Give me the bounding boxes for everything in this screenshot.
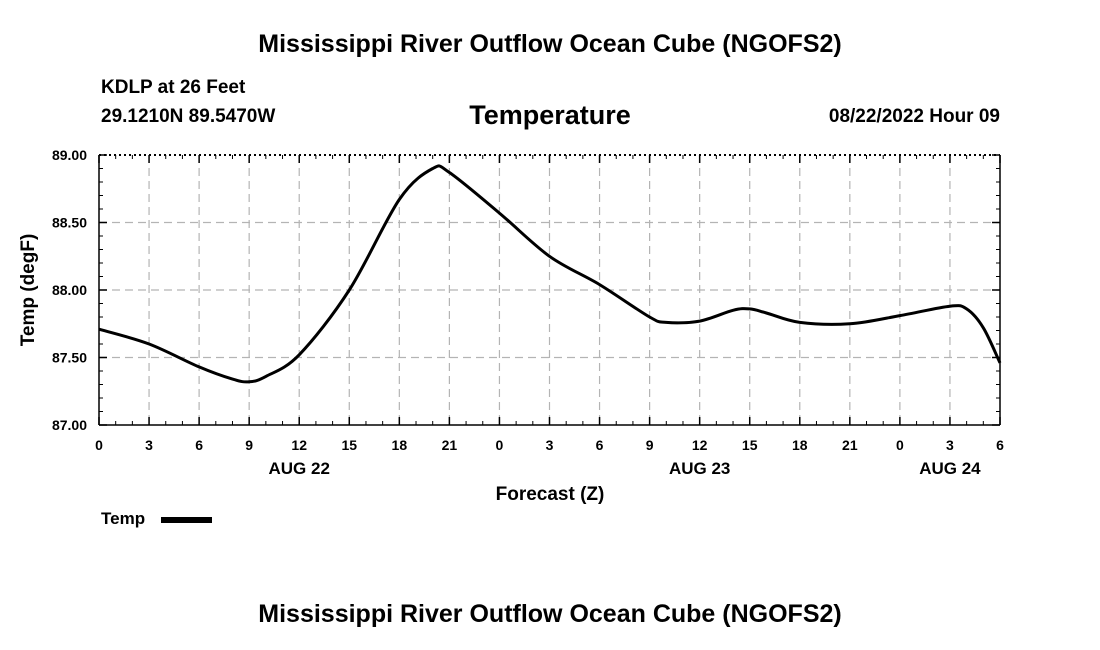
date-label: AUG 23 <box>669 459 730 478</box>
y-tick-label: 88.50 <box>52 215 87 231</box>
legend-line-swatch <box>161 517 212 523</box>
x-tick-label: 3 <box>546 437 554 453</box>
x-tick-label: 12 <box>291 437 307 453</box>
legend-label: Temp <box>101 509 146 528</box>
y-tick-label: 89.00 <box>52 147 87 163</box>
x-tick-label: 21 <box>842 437 858 453</box>
series-line-temp <box>98 164 1002 384</box>
x-tick-label: 18 <box>392 437 408 453</box>
date-label: AUG 24 <box>919 459 981 478</box>
x-tick-label: 3 <box>145 437 153 453</box>
x-tick-label: 18 <box>792 437 808 453</box>
chart-main-title: Mississippi River Outflow Ocean Cube (NG… <box>258 30 842 58</box>
x-tick-label: 15 <box>341 437 357 453</box>
forecast-timestamp: 08/22/2022 Hour 09 <box>828 106 1000 127</box>
y-tick-label: 88.00 <box>52 282 87 298</box>
x-tick-label: 0 <box>496 437 504 453</box>
x-tick-label: 0 <box>95 437 103 453</box>
x-tick-label: 3 <box>946 437 954 453</box>
station-coordinates: 29.1210N 89.5470W <box>101 106 276 127</box>
x-tick-label: 6 <box>996 437 1004 453</box>
x-tick-label: 9 <box>245 437 253 453</box>
x-tick-label: 6 <box>596 437 604 453</box>
y-axis-label: Temp (degF) <box>18 234 39 347</box>
y-tick-label: 87.50 <box>52 350 87 366</box>
x-tick-label: 0 <box>896 437 904 453</box>
x-axis-label: Forecast (Z) <box>496 484 605 505</box>
footer-title: Mississippi River Outflow Ocean Cube (NG… <box>258 600 842 628</box>
y-tick-label: 87.00 <box>52 417 87 433</box>
x-tick-label: 21 <box>442 437 458 453</box>
x-tick-label: 15 <box>742 437 758 453</box>
chart-subtitle: Temperature <box>469 100 631 130</box>
date-label: AUG 22 <box>269 459 330 478</box>
x-tick-label: 12 <box>692 437 708 453</box>
x-tick-label: 9 <box>646 437 654 453</box>
x-tick-label: 6 <box>195 437 203 453</box>
station-label: KDLP at 26 Feet <box>101 77 246 98</box>
